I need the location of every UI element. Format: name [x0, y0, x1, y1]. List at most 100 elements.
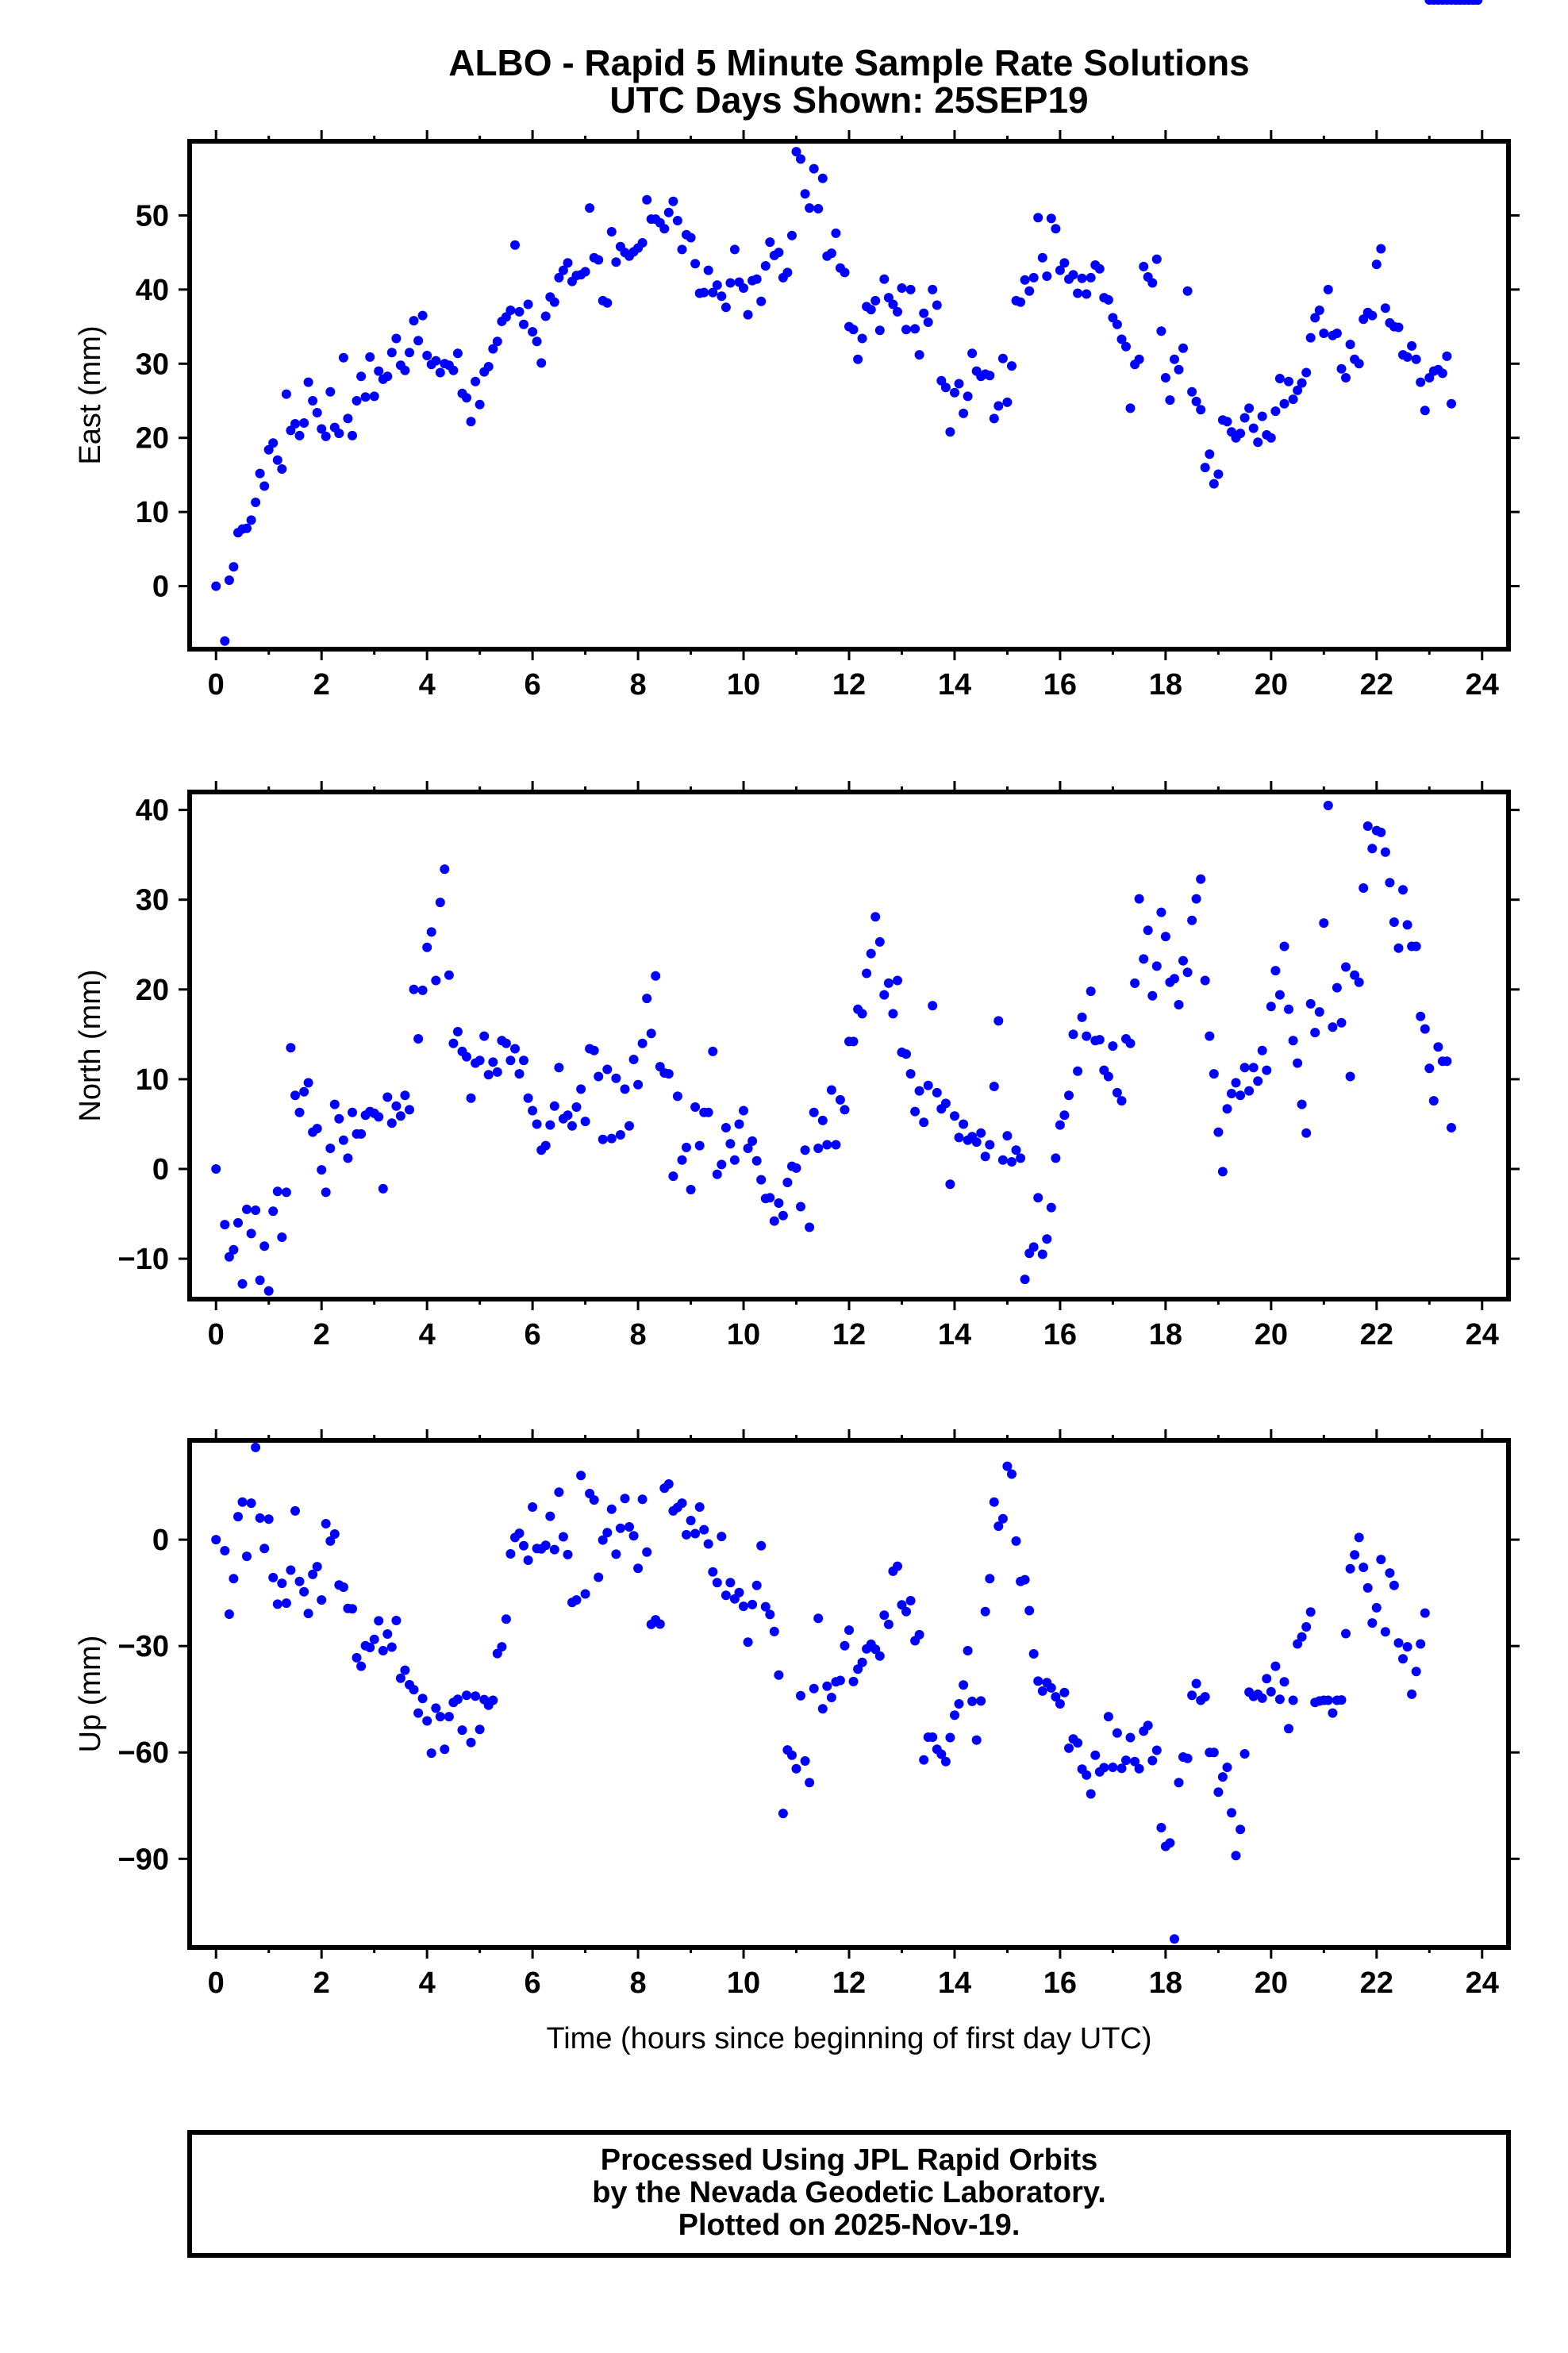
up-data-point — [625, 1522, 634, 1532]
east-data-point — [923, 317, 933, 327]
up-data-point — [378, 1646, 388, 1655]
up-data-point — [717, 1532, 727, 1542]
north-data-point — [950, 1111, 959, 1121]
north-data-point — [1253, 1076, 1263, 1086]
up-data-point — [1328, 1708, 1338, 1718]
east-data-point — [1178, 343, 1188, 353]
north-data-point — [263, 1286, 274, 1296]
north-data-point — [1191, 894, 1201, 904]
up-data-point — [1002, 1461, 1013, 1471]
east-data-point — [717, 291, 727, 302]
east-data-point — [739, 283, 748, 293]
east-data-point — [299, 418, 309, 428]
east-data-point — [1046, 213, 1056, 224]
north-data-point — [874, 936, 885, 947]
north-x-tick-label: 22 — [1360, 1318, 1393, 1351]
up-data-point — [277, 1578, 287, 1589]
up-data-point — [356, 1661, 367, 1671]
up-data-point — [800, 1756, 810, 1766]
north-data-point — [800, 1145, 810, 1155]
up-data-point — [554, 1487, 564, 1498]
footer-box — [187, 2130, 1511, 2258]
up-data-point — [1402, 1642, 1412, 1652]
up-data-point — [338, 1582, 348, 1592]
east-data-point — [1191, 396, 1201, 406]
north-data-point — [1350, 970, 1360, 980]
east-data-point — [874, 325, 885, 336]
north-data-point — [1420, 1024, 1430, 1034]
east-data-point — [796, 154, 805, 164]
up-data-point — [945, 1732, 955, 1743]
east-data-point — [365, 352, 375, 362]
north-x-tick-label: 4 — [419, 1318, 436, 1351]
north-data-point — [268, 1206, 279, 1217]
up-data-point — [268, 1572, 279, 1582]
up-data-point — [440, 1744, 450, 1755]
north-data-point — [1301, 1128, 1312, 1138]
north-data-point — [431, 975, 441, 986]
up-data-point — [1217, 1772, 1228, 1782]
east-data-point — [866, 305, 876, 315]
north-data-point — [594, 1071, 604, 1082]
north-data-point — [417, 985, 428, 995]
up-data-point — [993, 1521, 1004, 1532]
east-x-tick-label: 24 — [1466, 668, 1499, 702]
north-data-point — [739, 1105, 748, 1116]
north-data-point — [663, 1069, 674, 1079]
east-data-point — [901, 325, 911, 335]
north-data-point — [1442, 1056, 1452, 1067]
up-data-point — [1064, 1743, 1074, 1753]
north-data-point — [554, 1063, 564, 1073]
up-data-point — [471, 1691, 481, 1701]
east-data-point — [386, 348, 397, 358]
up-data-point — [435, 1712, 445, 1722]
east-data-point — [959, 408, 969, 418]
north-data-point — [1178, 955, 1188, 966]
north-data-point — [866, 948, 876, 959]
east-data-point — [932, 300, 942, 310]
east-data-point — [1319, 329, 1329, 338]
east-data-point — [686, 233, 696, 243]
east-y-tick-label: 20 — [136, 422, 169, 456]
east-data-point — [290, 419, 300, 429]
north-data-point — [694, 1140, 705, 1151]
north-data-point — [1248, 1063, 1259, 1073]
up-data-point — [1380, 1627, 1390, 1637]
up-data-point — [1398, 1654, 1408, 1664]
up-data-point — [857, 1657, 867, 1667]
north-data-point — [1125, 1038, 1136, 1048]
up-data-point — [514, 1528, 525, 1539]
north-data-point — [677, 1155, 687, 1165]
north-data-point — [637, 1038, 648, 1048]
east-data-point — [475, 399, 485, 409]
up-data-point — [642, 1547, 652, 1557]
north-data-point — [338, 1135, 348, 1145]
up-data-point — [637, 1494, 648, 1505]
east-data-point — [1420, 406, 1430, 416]
east-data-point — [831, 228, 841, 238]
east-data-point — [391, 333, 402, 344]
up-data-point — [452, 1694, 463, 1705]
east-data-point — [409, 316, 419, 326]
up-data-point — [545, 1511, 555, 1521]
north-data-point — [334, 1113, 344, 1124]
north-y-tick-label: 30 — [136, 884, 169, 917]
north-data-point — [505, 1055, 516, 1066]
east-data-point — [242, 523, 252, 533]
east-data-point — [352, 396, 362, 406]
up-data-point — [1099, 1763, 1109, 1773]
east-data-point — [787, 230, 797, 240]
east-data-point — [774, 248, 784, 258]
east-data-point — [1121, 341, 1131, 352]
east-data-point — [919, 308, 929, 318]
north-data-point — [615, 1130, 625, 1140]
north-data-point — [1279, 941, 1289, 952]
east-data-point — [989, 413, 999, 424]
east-data-point — [1437, 368, 1447, 379]
east-y-tick-label: 50 — [136, 199, 169, 233]
north-data-point — [549, 1101, 559, 1111]
north-data-point — [422, 942, 432, 952]
up-data-point — [796, 1690, 805, 1701]
up-data-point — [312, 1562, 322, 1572]
